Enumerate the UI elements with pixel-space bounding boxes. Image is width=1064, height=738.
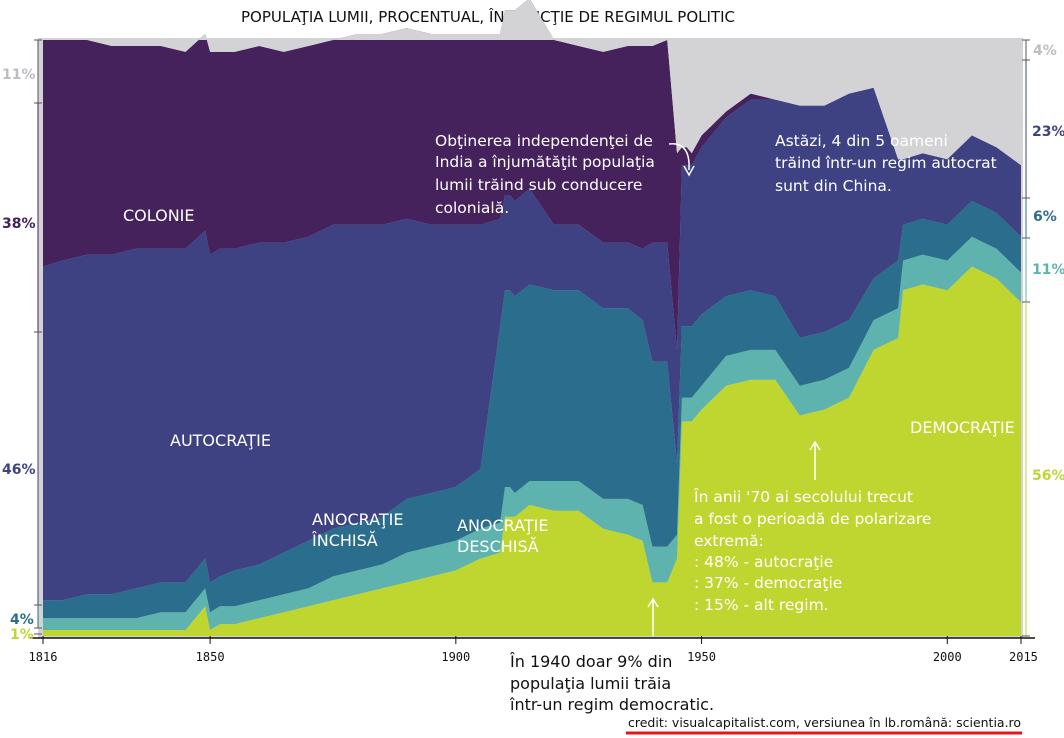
x-tick-label: 1950	[687, 650, 716, 664]
left-bracket-axis	[34, 39, 42, 635]
area-colonie	[43, 0, 1021, 350]
svg-text:a fost o perioadă de polarizar: a fost o perioadă de polarizare	[694, 510, 931, 528]
svg-text:colonială.: colonială.	[435, 199, 509, 217]
annotation-china: Astăzi, 4 din 5 oameni trăind într-un re…	[775, 132, 997, 195]
label-anocratie-deschisa-1: ANOCRAŢIE	[457, 516, 548, 535]
area-anocraţie-deschisă	[43, 236, 1021, 630]
label-anocratie-inchisa-2: ÎNCHISĂ	[311, 531, 378, 550]
x-axis-ticks: 1816 1850 1900 1950 2000 2015	[29, 636, 1038, 664]
area-democraţie	[43, 266, 1021, 636]
area-layers	[43, 0, 1021, 636]
right-pct-anocratie-deschisa: 11%	[1032, 262, 1064, 278]
right-pct-democratie: 56%	[1032, 468, 1064, 484]
label-anocratie-deschisa-2: DESCHISĂ	[457, 537, 539, 556]
right-pct-other: 4%	[1033, 43, 1057, 59]
label-colonie: COLONIE	[123, 206, 195, 225]
svg-text:: 15% - alt regim.: : 15% - alt regim.	[694, 596, 829, 614]
label-democratie: DEMOCRAŢIE	[910, 418, 1015, 437]
left-pct-anocratie: 4%	[10, 612, 34, 628]
label-anocratie-inchisa-1: ANOCRAŢIE	[312, 510, 403, 529]
x-tick-label: 1900	[441, 650, 470, 664]
right-pct-autocratie: 23%	[1032, 124, 1064, 140]
svg-text:India a înjumătăţit populaţia: India a înjumătăţit populaţia	[435, 153, 655, 171]
label-autocratie: AUTOCRAŢIE	[170, 431, 271, 450]
svg-text:: 48% - autocraţie: : 48% - autocraţie	[694, 553, 833, 571]
x-tick-label: 1816	[29, 650, 58, 664]
svg-text:Obţinerea independenţei de: Obţinerea independenţei de	[435, 132, 653, 150]
annotation-seventies: În anii '70 ai secolului trecut a fost o…	[693, 440, 931, 614]
area-autocraţie	[43, 87, 1021, 601]
left-pct-colonie: 38%	[2, 216, 36, 232]
svg-text:În 1940 doar 9% din: În 1940 doar 9% din	[509, 652, 672, 671]
right-pct-anocratie-inchisa: 6%	[1033, 209, 1057, 225]
chart-title: POPULAŢIA LUMII, PROCENTUAL, ÎN FUNCŢIE …	[241, 7, 735, 26]
left-pct-other: 11%	[2, 67, 36, 83]
svg-text:trăind într-un regim autocrat: trăind într-un regim autocrat	[775, 154, 997, 172]
left-pct-democratie: 1%	[10, 627, 34, 643]
right-bracket-axis	[1022, 39, 1030, 637]
svg-text:extremă:: extremă:	[694, 532, 764, 550]
india-arrow-icon	[668, 143, 690, 171]
credit-text: credit: visualcapitalist.com, versiunea …	[628, 715, 1021, 730]
svg-text:Astăzi, 4 din 5 oameni: Astăzi, 4 din 5 oameni	[775, 132, 948, 150]
svg-text:În anii '70 ai secolului trecu: În anii '70 ai secolului trecut	[693, 487, 913, 506]
svg-text:: 37% - democraţie: : 37% - democraţie	[694, 574, 842, 592]
svg-text:într-un regim democratic.: într-un regim democratic.	[509, 695, 714, 714]
x-tick-label: 2000	[933, 650, 962, 664]
svg-text:sunt din China.: sunt din China.	[775, 177, 892, 195]
svg-text:populaţia lumii trăia: populaţia lumii trăia	[510, 674, 671, 693]
x-tick-label: 1850	[196, 650, 225, 664]
area-anocraţie-închisă	[43, 200, 1021, 619]
left-pct-autocratie: 46%	[2, 462, 36, 478]
svg-text:lumii trăind sub conducere: lumii trăind sub conducere	[435, 176, 642, 194]
annotation-1940: În 1940 doar 9% din populaţia lumii trăi…	[509, 652, 714, 714]
area-other	[43, 0, 1021, 166]
annotation-india: Obţinerea independenţei de India a înjum…	[435, 132, 695, 217]
x-tick-label: 2015	[1009, 650, 1038, 664]
